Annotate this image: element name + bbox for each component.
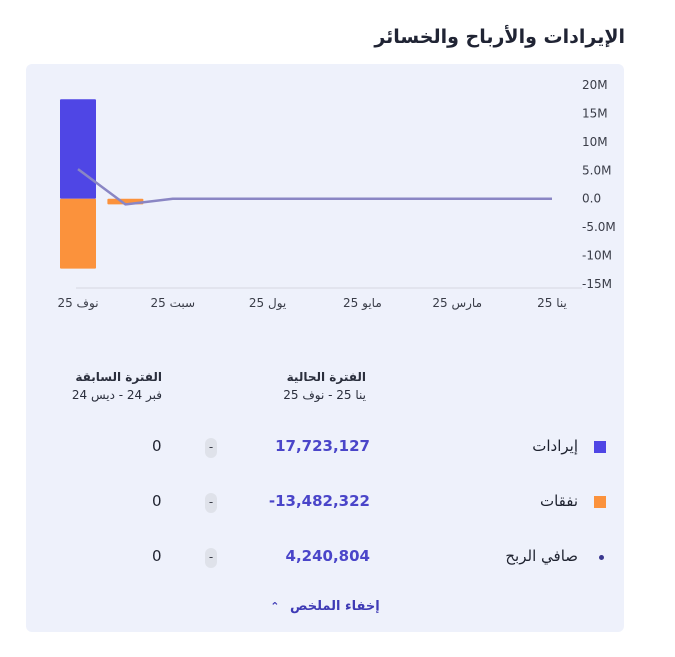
row-previous-value: 0 — [152, 437, 162, 455]
row-label: صافي الربح — [505, 547, 578, 565]
x-tick-label: مارس 25 — [432, 296, 482, 311]
y-tick-label: 5.0M — [582, 163, 611, 177]
previous-period-header: الفترة السابقة فبر 24 - ديس 24 — [72, 368, 162, 404]
summary-row-net-profit: صافي الربح 4,240,804 - 0 — [26, 543, 624, 573]
y-tick-label: 20M — [582, 78, 608, 92]
row-label: إيرادات — [532, 437, 578, 455]
x-tick-label: نوف 25 — [57, 296, 98, 311]
current-period-title: الفترة الحالية — [286, 370, 366, 384]
x-tick-label: مايو 25 — [343, 296, 382, 311]
revenue-bar — [60, 99, 96, 199]
current-period-header: الفترة الحالية ينا 25 - نوف 25 — [283, 368, 366, 404]
change-badge: - — [205, 548, 217, 568]
row-current-value: 4,240,804 — [285, 547, 370, 565]
previous-period-range: فبر 24 - ديس 24 — [71, 388, 162, 402]
x-tick-label: يول 25 — [249, 296, 286, 311]
row-current-value: -13,482,322 — [268, 492, 370, 510]
row-current-value: 17,723,127 — [275, 437, 370, 455]
revenue-legend-square — [594, 441, 606, 453]
x-tick-label: سبت 25 — [151, 296, 196, 310]
net-profit-line — [77, 168, 552, 206]
y-tick-label: -15M — [582, 277, 612, 291]
row-previous-value: 0 — [152, 547, 162, 565]
expenses-bar — [60, 198, 96, 269]
x-tick-label: ينا 25 — [537, 296, 567, 310]
hide-summary-label: إخفاء الملخص — [290, 599, 380, 614]
expenses-legend-square — [594, 496, 606, 508]
y-tick-label: -5.0M — [582, 220, 616, 234]
row-previous-value: 0 — [152, 492, 162, 510]
y-tick-label: 0.0 — [582, 192, 601, 206]
previous-period-title: الفترة السابقة — [75, 370, 162, 384]
change-badge: - — [205, 493, 217, 513]
change-badge: - — [205, 438, 217, 458]
revenue-profit-chart: 20M 15M 10M 5.0M 0.0 -5.0M -10M -15M نوف 25 سبت 2… — [57, 78, 616, 311]
net-profit-legend-dot — [599, 555, 604, 560]
summary-row-expenses: نفقات -13,482,322 - 0 — [26, 488, 624, 518]
summary-table: الفترة الحالية ينا 25 - نوف 25 الفترة ال… — [26, 64, 624, 632]
summary-row-revenue: إيرادات 17,723,127 - 0 — [26, 433, 624, 463]
chevron-up-icon: ⌃ — [270, 600, 280, 613]
report-card: 20M 15M 10M 5.0M 0.0 -5.0M -10M -15M نوف 25 سبت 2… — [26, 64, 624, 632]
row-label: نفقات — [539, 492, 578, 510]
y-tick-label: 10M — [582, 135, 608, 149]
y-tick-label: -10M — [582, 249, 612, 263]
y-tick-label: 15M — [582, 106, 608, 120]
page-title: الإيرادات والأرباح والخسائر — [374, 26, 625, 48]
hide-summary-button[interactable]: إخفاء الملخص ⌃ — [26, 599, 624, 614]
current-period-range: ينا 25 - نوف 25 — [283, 388, 366, 402]
